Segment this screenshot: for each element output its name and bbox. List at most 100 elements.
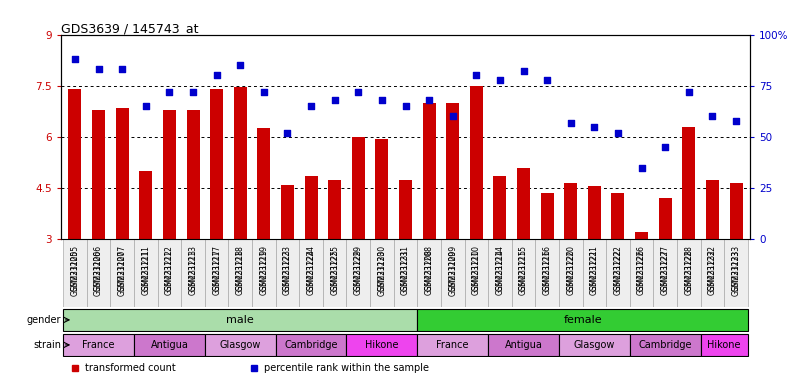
Text: GSM231225: GSM231225 [330, 245, 339, 291]
Text: percentile rank within the sample: percentile rank within the sample [264, 362, 429, 372]
Point [730, 118, 743, 124]
Text: GSM231208: GSM231208 [425, 250, 434, 295]
Point [375, 97, 388, 103]
Text: GSM231233: GSM231233 [732, 250, 740, 296]
Point [116, 66, 129, 73]
Bar [423, 103, 436, 239]
Text: GSM231220: GSM231220 [566, 245, 575, 291]
Bar [305, 176, 318, 239]
Text: GSM231209: GSM231209 [448, 250, 457, 296]
Text: GSM231211: GSM231211 [141, 250, 150, 295]
Point [163, 89, 176, 95]
Bar [535, 239, 559, 308]
Bar [588, 186, 601, 239]
Bar [611, 193, 624, 239]
Text: Antigua: Antigua [504, 340, 543, 350]
Bar [346, 334, 418, 356]
Bar [181, 239, 205, 308]
Bar [446, 103, 459, 239]
Point [187, 89, 200, 95]
Text: GSM231215: GSM231215 [519, 245, 528, 291]
Text: GSM231231: GSM231231 [401, 250, 410, 295]
Text: GSM231210: GSM231210 [472, 250, 481, 295]
Text: GSM231224: GSM231224 [307, 250, 315, 295]
Bar [559, 239, 582, 308]
Text: GSM231217: GSM231217 [212, 250, 221, 295]
Point [706, 113, 719, 119]
Bar [134, 239, 157, 308]
Text: GSM231216: GSM231216 [543, 245, 551, 291]
Bar [116, 108, 129, 239]
Bar [541, 193, 554, 239]
Bar [512, 239, 535, 308]
Text: Cambridge: Cambridge [285, 340, 338, 350]
Text: GSM231224: GSM231224 [307, 245, 315, 291]
Bar [229, 239, 252, 308]
Bar [399, 179, 412, 239]
Bar [470, 86, 483, 239]
Point [328, 97, 341, 103]
Text: GSM231217: GSM231217 [212, 245, 221, 291]
Bar [488, 239, 512, 308]
Bar [630, 334, 701, 356]
Text: GSM231229: GSM231229 [354, 250, 363, 295]
Point [423, 97, 436, 103]
Point [257, 89, 270, 95]
Bar [281, 185, 294, 239]
Text: GSM231219: GSM231219 [260, 245, 268, 291]
Bar [630, 239, 654, 308]
Text: Hikone: Hikone [707, 340, 741, 350]
Bar [418, 309, 748, 331]
Bar [465, 239, 488, 308]
Point [541, 76, 554, 83]
Point [210, 73, 223, 79]
Bar [205, 334, 276, 356]
Bar [63, 239, 87, 308]
Point [68, 56, 81, 62]
Point [659, 144, 672, 150]
Bar [63, 309, 418, 331]
Bar [257, 128, 270, 239]
Point [446, 113, 459, 119]
Bar [559, 334, 630, 356]
Text: France: France [436, 340, 469, 350]
Text: GSM231223: GSM231223 [283, 245, 292, 291]
Text: GSM231212: GSM231212 [165, 250, 174, 295]
Bar [210, 89, 223, 239]
Point [305, 103, 318, 109]
Bar [134, 334, 205, 356]
Bar [706, 179, 719, 239]
Text: GSM231225: GSM231225 [330, 250, 339, 295]
Text: GSM231205: GSM231205 [71, 250, 79, 296]
Bar [418, 239, 441, 308]
Text: GDS3639 / 145743_at: GDS3639 / 145743_at [61, 22, 199, 35]
Bar [370, 239, 393, 308]
Text: GSM231221: GSM231221 [590, 250, 599, 295]
Point [635, 164, 648, 170]
Bar [92, 109, 105, 239]
Text: GSM231213: GSM231213 [188, 250, 198, 295]
Bar [252, 239, 276, 308]
Text: GSM231230: GSM231230 [377, 245, 386, 291]
Text: GSM231232: GSM231232 [708, 245, 717, 291]
Text: female: female [564, 315, 602, 325]
Bar [276, 334, 346, 356]
Bar [654, 239, 677, 308]
Point [352, 89, 365, 95]
Bar [323, 239, 346, 308]
Point [234, 62, 247, 68]
Text: GSM231218: GSM231218 [236, 250, 245, 295]
Text: GSM231222: GSM231222 [613, 245, 623, 291]
Point [611, 130, 624, 136]
Text: GSM231227: GSM231227 [661, 250, 670, 295]
Text: GSM231226: GSM231226 [637, 245, 646, 291]
Point [281, 130, 294, 136]
Bar [701, 334, 748, 356]
Bar [517, 167, 530, 239]
Bar [205, 239, 229, 308]
Point [470, 73, 483, 79]
Text: GSM231205: GSM231205 [71, 245, 79, 291]
Text: GSM231222: GSM231222 [613, 250, 623, 295]
Bar [564, 183, 577, 239]
Bar [352, 137, 365, 239]
